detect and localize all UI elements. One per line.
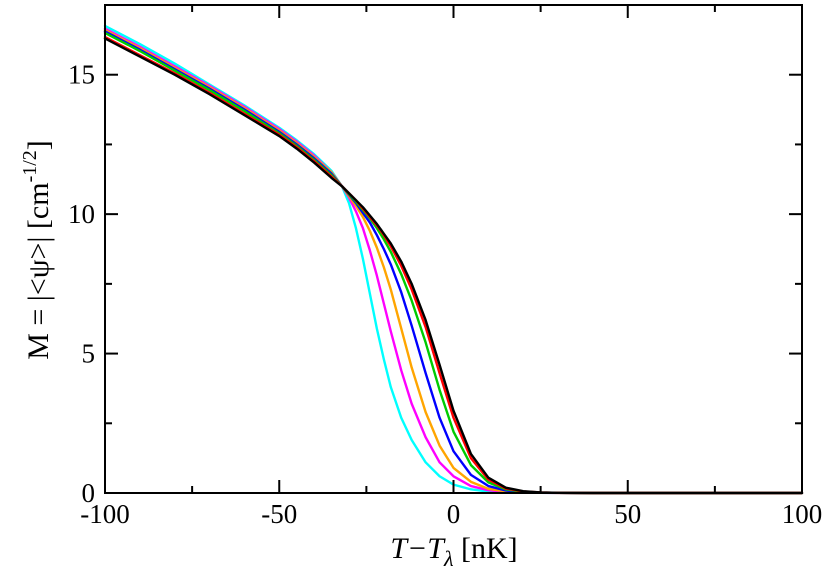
- ticks: [104, 4, 803, 494]
- x-axis-label: T−Tλ [nK]: [390, 532, 517, 571]
- x-axis-label-unit: [nK]: [454, 532, 518, 565]
- tick-labels: -100 -50 0 50 100 0 5 10 15: [68, 60, 822, 529]
- y-axis-label-close: ]: [22, 140, 55, 150]
- x-tick-label: 50: [614, 499, 641, 529]
- x-tick-label: 0: [447, 499, 461, 529]
- x-tick-label: -100: [80, 499, 130, 529]
- x-axis-label-main: T−T: [390, 532, 446, 565]
- y-tick-label: 10: [68, 199, 95, 229]
- y-tick-label: 15: [68, 60, 95, 90]
- y-tick-label: 0: [82, 478, 96, 508]
- series-line-6: [103, 35, 804, 495]
- y-axis-label: M = |<ψ>| [cm-1/2]: [19, 140, 55, 360]
- x-tick-label: 100: [782, 499, 823, 529]
- series-line-5: [103, 31, 804, 495]
- series-line-2: [103, 27, 804, 495]
- series-line-4: [103, 30, 804, 495]
- series-line-1: [103, 24, 804, 495]
- y-axis-label-sup: -1/2: [19, 150, 41, 182]
- y-axis-label-main: M = |<ψ>| [cm: [22, 182, 55, 359]
- x-tick-label: -50: [261, 499, 297, 529]
- y-tick-label: 5: [82, 339, 96, 369]
- series-line-7: [103, 37, 804, 495]
- x-axis-label-sub: λ: [443, 546, 454, 571]
- series-line-3: [103, 28, 804, 495]
- plot-lines: [103, 24, 804, 495]
